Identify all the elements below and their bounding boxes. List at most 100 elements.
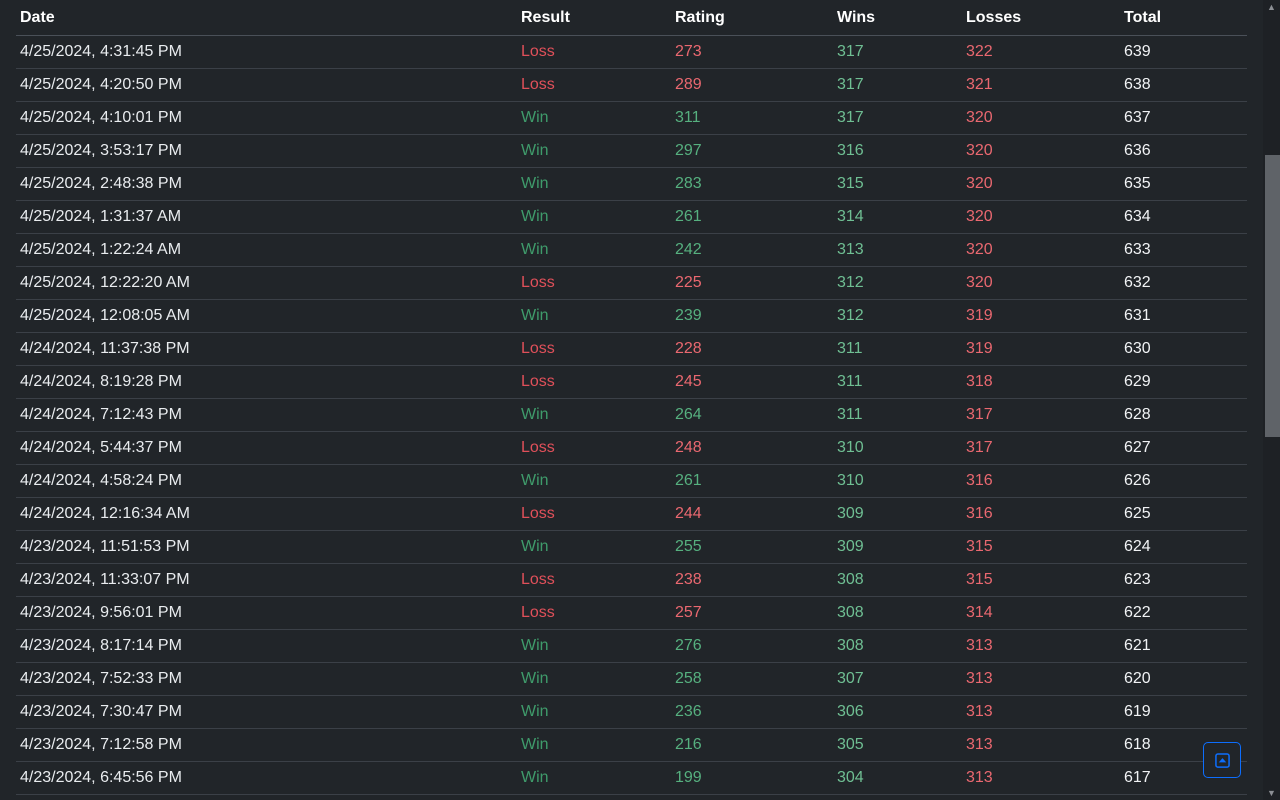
cell-result: Loss [517,431,671,465]
cell-date: 4/23/2024, 11:33:07 PM [16,563,517,597]
cell-rating: 255 [671,530,833,564]
cell-result: Win [517,134,671,168]
cell-losses: 320 [962,167,1120,201]
cell-rating: 311 [671,101,833,135]
cell-total: 617 [1120,761,1247,795]
table-row: 4/24/2024, 8:19:28 PM Loss 245 311 318 629 [16,365,1247,399]
table-row: 4/23/2024, 8:17:14 PM Win 276 308 313 621 [16,629,1247,663]
cell-result: Win [517,629,671,663]
cell-wins: 309 [833,497,962,531]
cell-losses: 318 [962,365,1120,399]
cell-total: 638 [1120,68,1247,102]
cell-losses: 317 [962,431,1120,465]
cell-total: 627 [1120,431,1247,465]
cell-result: Win [517,101,671,135]
cell-wins: 306 [833,695,962,729]
table-row: 4/25/2024, 1:31:37 AM Win 261 314 320 634 [16,200,1247,234]
cell-date: 4/23/2024, 6:45:56 PM [16,761,517,795]
cell-losses: 320 [962,233,1120,267]
cell-rating: 273 [671,35,833,69]
cell-result: Loss [517,332,671,366]
cell-result: Loss [517,596,671,630]
table-row: 4/24/2024, 4:58:24 PM Win 261 310 316 626 [16,464,1247,498]
table-row: 4/25/2024, 1:22:24 AM Win 242 313 320 633 [16,233,1247,267]
cell-wins: 311 [833,332,962,366]
cell-wins: 309 [833,530,962,564]
table-row: 4/23/2024, 11:51:53 PM Win 255 309 315 624 [16,530,1247,564]
cell-date: 4/25/2024, 2:48:38 PM [16,167,517,201]
header-date[interactable]: Date [16,0,517,36]
cell-total: 632 [1120,266,1247,300]
cell-result: Loss [517,266,671,300]
cell-date: 4/24/2024, 8:19:28 PM [16,365,517,399]
scroll-up-icon[interactable]: ▲ [1267,2,1276,12]
header-result[interactable]: Result [517,0,671,36]
cell-total: 629 [1120,365,1247,399]
cell-losses: 320 [962,134,1120,168]
cell-rating: 228 [671,332,833,366]
cell-total: 634 [1120,200,1247,234]
back-to-top-button[interactable] [1203,742,1241,778]
cell-rating: 199 [671,761,833,795]
cell-date: 4/24/2024, 12:16:34 AM [16,497,517,531]
header-losses[interactable]: Losses [962,0,1120,36]
cell-total: 619 [1120,695,1247,729]
cell-losses: 320 [962,101,1120,135]
cell-date: 4/23/2024, 7:30:47 PM [16,695,517,729]
cell-total: 624 [1120,530,1247,564]
cell-result: Win [517,761,671,795]
cell-wins: 311 [833,365,962,399]
cell-total: 635 [1120,167,1247,201]
cell-rating: 257 [671,596,833,630]
cell-losses: 317 [962,398,1120,432]
scroll-down-icon[interactable]: ▼ [1267,788,1276,798]
cell-wins: 310 [833,464,962,498]
cell-wins: 312 [833,299,962,333]
header-wins[interactable]: Wins [833,0,962,36]
cell-total: 633 [1120,233,1247,267]
vertical-scrollbar[interactable]: ▲ ▼ [1263,0,1280,800]
cell-rating: 216 [671,728,833,762]
cell-result: Loss [517,365,671,399]
cell-result: Win [517,167,671,201]
cell-total: 626 [1120,464,1247,498]
cell-rating: 276 [671,629,833,663]
table-row: 4/24/2024, 12:16:34 AM Loss 244 309 316 625 [16,497,1247,531]
cell-date: 4/25/2024, 4:10:01 PM [16,101,517,135]
header-rating[interactable]: Rating [671,0,833,36]
cell-total: 621 [1120,629,1247,663]
cell-date: 4/25/2024, 3:53:17 PM [16,134,517,168]
table-row: 4/23/2024, 6:45:56 PM Win 199 304 313 617 [16,761,1247,795]
cell-result: Win [517,662,671,696]
results-table: Date Result Rating Wins Losses Total 4/2… [16,0,1247,795]
cell-total: 620 [1120,662,1247,696]
cell-losses: 315 [962,563,1120,597]
cell-total: 639 [1120,35,1247,69]
cell-total: 636 [1120,134,1247,168]
cell-wins: 316 [833,134,962,168]
cell-wins: 317 [833,35,962,69]
header-total[interactable]: Total [1120,0,1247,36]
cell-date: 4/25/2024, 1:31:37 AM [16,200,517,234]
scrollbar-thumb[interactable] [1265,155,1280,437]
cell-losses: 316 [962,464,1120,498]
cell-result: Win [517,728,671,762]
cell-wins: 311 [833,398,962,432]
cell-result: Win [517,695,671,729]
arrow-up-box-icon [1215,753,1230,768]
table-header-row: Date Result Rating Wins Losses Total [16,0,1247,36]
cell-result: Win [517,233,671,267]
table-row: 4/25/2024, 4:20:50 PM Loss 289 317 321 638 [16,68,1247,102]
cell-rating: 261 [671,200,833,234]
cell-date: 4/23/2024, 7:12:58 PM [16,728,517,762]
results-table-container: Date Result Rating Wins Losses Total 4/2… [16,0,1247,795]
cell-wins: 304 [833,761,962,795]
table-row: 4/23/2024, 7:12:58 PM Win 216 305 313 618 [16,728,1247,762]
cell-losses: 313 [962,695,1120,729]
cell-total: 625 [1120,497,1247,531]
cell-rating: 245 [671,365,833,399]
cell-wins: 313 [833,233,962,267]
cell-losses: 322 [962,35,1120,69]
cell-date: 4/25/2024, 12:08:05 AM [16,299,517,333]
